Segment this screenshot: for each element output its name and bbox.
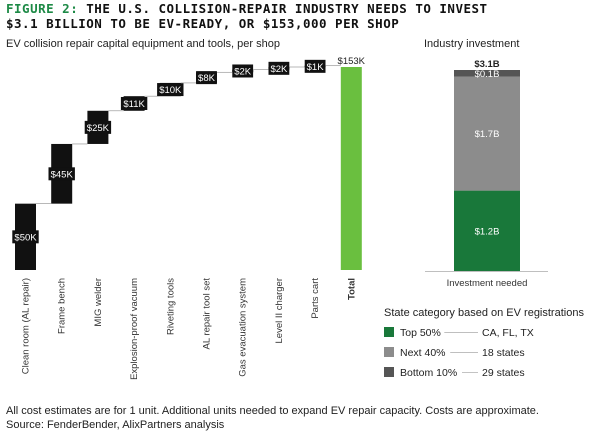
waterfall-data-label: $2K [234, 66, 252, 77]
stacked-segment-label: $1.2B [475, 226, 500, 237]
waterfall-label-box [120, 96, 148, 110]
waterfall-category-label: Explosion-proof vacuum [129, 278, 140, 380]
legend-item-states: 29 states [482, 367, 525, 379]
figure-prefix: FIGURE 2: [6, 1, 79, 16]
legend-swatch [384, 347, 394, 357]
waterfall-data-label: $153K [338, 56, 366, 67]
waterfall-data-label: $45K [51, 169, 74, 180]
legend-item-states: CA, FL, TX [482, 327, 534, 339]
legend: State category based on EV registrations… [384, 307, 584, 379]
waterfall-category-label: Gas evacuation system [238, 278, 249, 377]
stacked-total-label: $3.1B [474, 59, 499, 70]
waterfall-chart-title: EV collision repair capital equipment an… [6, 38, 280, 50]
waterfall-label-box [196, 71, 217, 85]
waterfall-category-label: Riveting tools [165, 278, 176, 335]
figure-title-line1: FIGURE 2: THE U.S. COLLISION-REPAIR INDU… [6, 2, 488, 16]
stacked-category-label: Investment needed [447, 278, 528, 289]
waterfall-label-box [48, 167, 75, 181]
waterfall-category-label: Level II charger [274, 278, 285, 343]
legend-title: State category based on EV registrations [384, 307, 584, 319]
stacked-segment-label: $1.7B [475, 129, 500, 140]
legend-item-states: 18 states [482, 347, 525, 359]
waterfall-data-label: $1K [307, 62, 325, 73]
stacked-segment [454, 70, 520, 77]
legend-item-name: Top 50% [400, 327, 441, 339]
footnote-source: Source: FenderBender, AlixPartners analy… [6, 419, 225, 431]
stacked-chart: $1.2B $1.7B $0.1B$3.1B Investment needed [425, 59, 548, 289]
legend-swatch [384, 367, 394, 377]
stacked-segment [454, 190, 520, 271]
waterfall-data-label: $11K [123, 99, 145, 110]
stacked-chart-title: Industry investment [424, 38, 520, 50]
waterfall-label-box [232, 64, 254, 78]
waterfall-category-label: AL repair tool set [202, 278, 213, 350]
legend-item-name: Next 40% [400, 347, 446, 359]
waterfall-label-box [304, 59, 326, 73]
legend-item-name: Bottom 10% [400, 367, 457, 379]
waterfall-label-box [12, 230, 39, 244]
waterfall-label-box [84, 120, 112, 134]
waterfall-category-label: Frame bench [57, 278, 68, 334]
waterfall-category-label: Total [346, 278, 357, 300]
waterfall-category-label: Clean room (AL repair) [21, 278, 32, 374]
footnote-cost: All cost estimates are for 1 unit. Addit… [6, 405, 539, 417]
stacked-segment [454, 76, 520, 191]
waterfall-label-box [268, 61, 290, 75]
figure-title-line2: $3.1 BILLION TO BE EV-READY, OR $153,000… [6, 16, 400, 31]
waterfall-label-box [157, 83, 184, 97]
waterfall-data-label: $10K [159, 85, 182, 96]
waterfall-data-label: $8K [198, 73, 216, 84]
waterfall-chart: $50K Clean room (AL repair) $45K Frame benc… [12, 56, 366, 380]
waterfall-data-label: $50K [14, 232, 37, 243]
figure-title-text: THE U.S. COLLISION-REPAIR INDUSTRY NEEDS… [86, 1, 488, 16]
waterfall-data-label: $25K [87, 123, 110, 134]
stacked-segment-label: $0.1B [475, 69, 500, 80]
legend-swatch [384, 327, 394, 337]
waterfall-category-label: Parts cart [310, 278, 321, 319]
waterfall-bar [340, 67, 362, 270]
waterfall-data-label: $2K [270, 64, 288, 75]
waterfall-category-label: MIG welder [93, 278, 104, 327]
